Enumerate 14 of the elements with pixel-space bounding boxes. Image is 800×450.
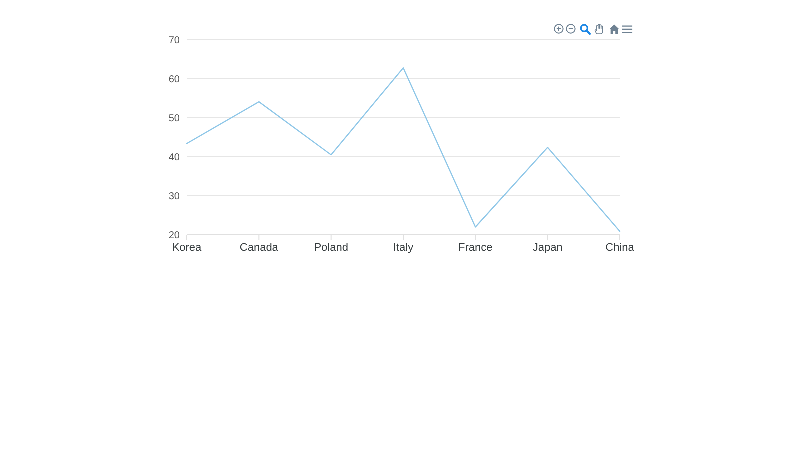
x-tick-label: Canada: [240, 242, 280, 254]
y-tick-label: 50: [168, 114, 180, 125]
y-tick-label: 40: [168, 152, 180, 164]
x-tick-label: Japan: [532, 242, 563, 254]
y-tick-label: 70: [168, 36, 180, 47]
y-tick-label: 20: [168, 230, 180, 242]
line-series: [186, 67, 621, 232]
x-tick-label: Italy: [393, 242, 414, 254]
x-tick-label: China: [606, 242, 636, 254]
x-tick-label: Korea: [172, 242, 203, 254]
x-tick-label: France: [458, 242, 493, 254]
y-tick-label: 30: [168, 192, 180, 203]
x-tick-label: Poland: [314, 242, 348, 254]
y-tick-label: 60: [168, 74, 180, 86]
